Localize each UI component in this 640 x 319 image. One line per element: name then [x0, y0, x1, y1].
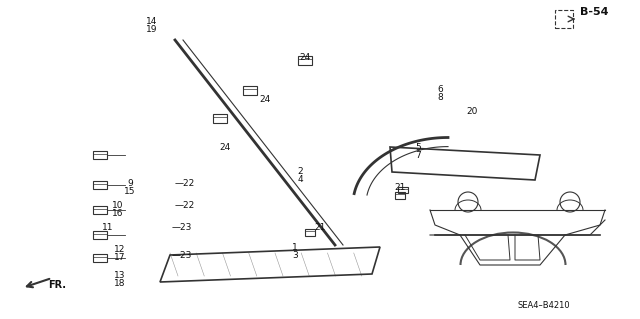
Text: 16: 16 [112, 209, 124, 218]
Text: 3: 3 [292, 250, 298, 259]
Text: 19: 19 [147, 26, 157, 34]
Text: 24: 24 [220, 144, 230, 152]
Text: 18: 18 [115, 278, 125, 287]
Text: 8: 8 [437, 93, 443, 102]
Text: 1: 1 [292, 242, 298, 251]
Bar [93, 254, 107, 262]
Text: 9: 9 [127, 179, 133, 188]
Text: 12: 12 [115, 246, 125, 255]
Text: 13: 13 [115, 271, 125, 279]
Text: 11: 11 [102, 222, 114, 232]
Text: 24: 24 [259, 95, 271, 105]
Bar [93, 231, 107, 239]
Text: —22: —22 [175, 201, 195, 210]
Text: 10: 10 [112, 201, 124, 210]
Bar [243, 85, 257, 94]
Text: 24: 24 [300, 53, 310, 62]
Bar [93, 181, 107, 189]
Bar [93, 151, 107, 159]
Text: —23: —23 [172, 224, 193, 233]
Text: 15: 15 [124, 187, 136, 196]
Bar [555, 10, 573, 28]
Text: 6: 6 [437, 85, 443, 94]
Bar [298, 56, 312, 64]
Bar [93, 206, 107, 214]
Bar [398, 187, 408, 193]
Text: 20: 20 [467, 108, 477, 116]
Text: SEA4–B4210: SEA4–B4210 [517, 300, 570, 309]
Text: 7: 7 [415, 152, 421, 160]
Text: —22: —22 [175, 179, 195, 188]
Text: 5: 5 [415, 144, 421, 152]
Bar [395, 191, 405, 198]
Text: 21: 21 [314, 224, 326, 233]
Text: 4: 4 [297, 175, 303, 184]
Text: —23: —23 [172, 250, 193, 259]
Bar [305, 228, 315, 235]
Text: 21: 21 [394, 183, 406, 192]
Text: B-54: B-54 [580, 7, 609, 17]
Text: FR.: FR. [48, 280, 66, 290]
Text: 17: 17 [115, 254, 125, 263]
Text: 2: 2 [297, 167, 303, 176]
Text: 14: 14 [147, 18, 157, 26]
Bar [213, 114, 227, 122]
